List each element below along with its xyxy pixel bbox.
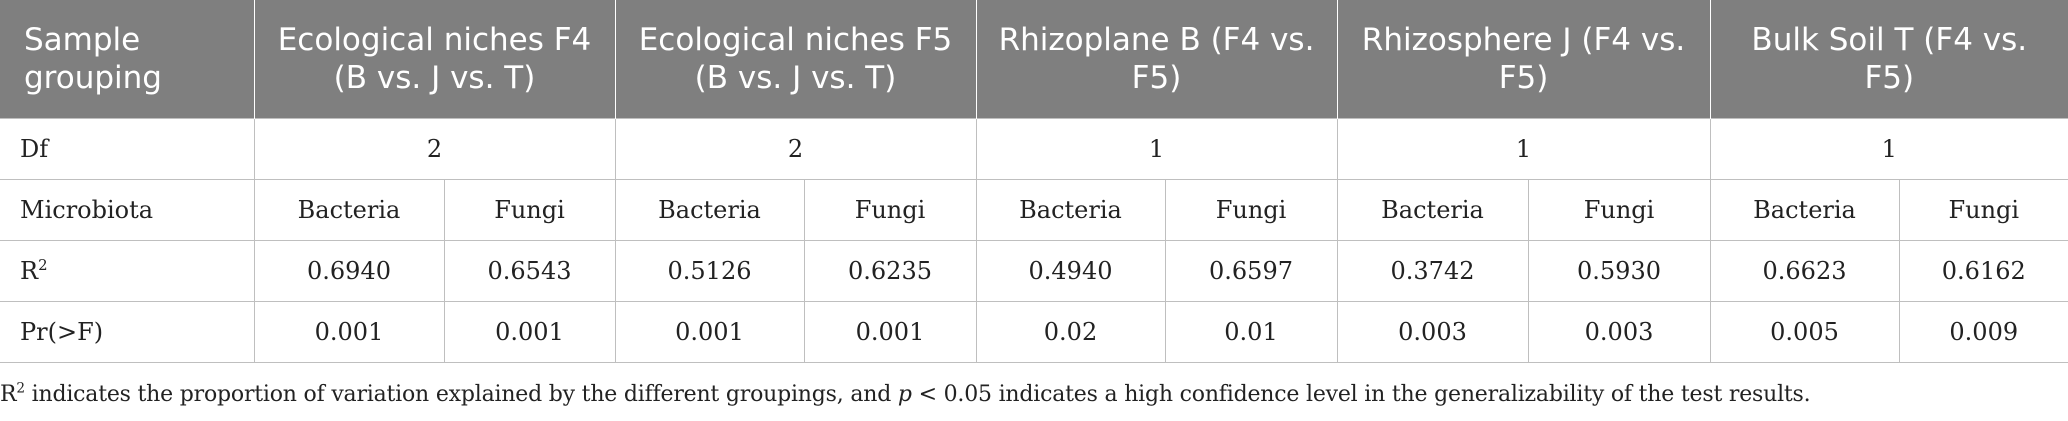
row-label-pr: Pr(>F) (0, 300, 255, 363)
pr-cell: 0.02 (975, 300, 1166, 363)
pr-cell: 0.005 (1709, 300, 1900, 363)
microbiota-cell: Bacteria (614, 178, 805, 241)
results-table: Sample grouping Ecological niches F4 (B … (0, 0, 2068, 363)
header-rhizosphere-j: Rhizosphere J (F4 vs. F5) (1336, 0, 1711, 118)
row-label-microbiota: Microbiota (0, 178, 255, 241)
microbiota-cell: Fungi (1164, 178, 1338, 241)
r2-cell: 0.6543 (443, 239, 616, 302)
pr-cell: 0.001 (803, 300, 977, 363)
row-label-r2: R2 (0, 239, 255, 302)
footnote-p: p (897, 382, 912, 407)
footnote-r-sup: 2 (16, 380, 25, 397)
df-cell: 1 (975, 117, 1338, 180)
header-rhizoplane-b: Rhizoplane B (F4 vs. F5) (975, 0, 1338, 118)
footnote-r: R (0, 382, 17, 407)
header-bulk-soil-t: Bulk Soil T (F4 vs. F5) (1709, 0, 2068, 118)
r2-cell: 0.6940 (253, 239, 445, 302)
microbiota-cell: Fungi (1527, 178, 1711, 241)
pr-cell: 0.003 (1336, 300, 1529, 363)
microbiota-cell: Fungi (1898, 178, 2068, 241)
pr-cell: 0.001 (253, 300, 445, 363)
r2-cell: 0.5126 (614, 239, 805, 302)
pr-cell: 0.01 (1164, 300, 1338, 363)
r2-cell: 0.5930 (1527, 239, 1711, 302)
pr-cell: 0.001 (614, 300, 805, 363)
footnote-part2: < 0.05 indicates a high confidence level… (911, 382, 1811, 407)
r2-label-base: R (20, 256, 39, 285)
r2-row: R2 0.6940 0.6543 0.5126 0.6235 0.4940 0.… (0, 239, 2068, 302)
footnote-part1: indicates the proportion of variation ex… (24, 382, 898, 407)
microbiota-cell: Fungi (803, 178, 977, 241)
header-niches-f4: Ecological niches F4 (B vs. J vs. T) (253, 0, 615, 118)
microbiota-cell: Bacteria (1336, 178, 1529, 241)
r2-cell: 0.6235 (803, 239, 977, 302)
df-cell: 1 (1336, 117, 1711, 180)
df-row: Df 2 2 1 1 1 (0, 117, 2068, 180)
microbiota-cell: Bacteria (253, 178, 445, 241)
row-label-df: Df (0, 117, 255, 180)
microbiota-cell: Bacteria (1709, 178, 1900, 241)
df-cell: 2 (253, 117, 616, 180)
pr-cell: 0.001 (443, 300, 616, 363)
r2-cell: 0.6597 (1164, 239, 1338, 302)
header-row: Sample grouping Ecological niches F4 (B … (0, 0, 2068, 118)
header-niches-f5: Ecological niches F5 (B vs. J vs. T) (614, 0, 976, 118)
pr-cell: 0.003 (1527, 300, 1711, 363)
r2-cell: 0.3742 (1336, 239, 1529, 302)
r2-cell: 0.6623 (1709, 239, 1900, 302)
r2-cell: 0.6162 (1898, 239, 2068, 302)
header-sample-grouping: Sample grouping (0, 0, 254, 118)
df-cell: 1 (1709, 117, 2068, 180)
microbiota-cell: Fungi (443, 178, 616, 241)
r2-cell: 0.4940 (975, 239, 1166, 302)
r2-label-sup: 2 (38, 255, 48, 274)
table-footnote: R2 indicates the proportion of variation… (0, 382, 2068, 407)
df-cell: 2 (614, 117, 977, 180)
pr-cell: 0.009 (1898, 300, 2068, 363)
microbiota-cell: Bacteria (975, 178, 1166, 241)
pr-row: Pr(>F) 0.001 0.001 0.001 0.001 0.02 0.01… (0, 300, 2068, 363)
microbiota-row: Microbiota Bacteria Fungi Bacteria Fungi… (0, 178, 2068, 241)
